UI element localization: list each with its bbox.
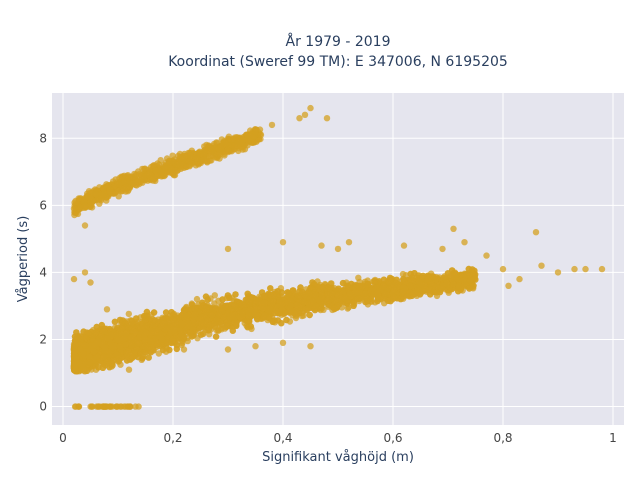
data-point bbox=[224, 146, 232, 154]
data-point bbox=[123, 183, 130, 191]
data-point bbox=[100, 185, 107, 192]
data-point bbox=[84, 193, 91, 200]
chart-title-line1: År 1979 - 2019 bbox=[286, 33, 391, 50]
data-point bbox=[109, 189, 116, 197]
data-point bbox=[204, 158, 211, 165]
data-point bbox=[245, 136, 253, 144]
data-point bbox=[210, 149, 217, 156]
data-point bbox=[235, 138, 243, 145]
data-point bbox=[145, 171, 152, 178]
data-point bbox=[199, 299, 206, 306]
data-point bbox=[199, 330, 207, 338]
data-point bbox=[186, 161, 193, 169]
data-point bbox=[211, 300, 218, 307]
data-point bbox=[81, 202, 89, 210]
data-point bbox=[154, 172, 161, 179]
data-point bbox=[169, 152, 176, 159]
data-point bbox=[168, 309, 175, 316]
data-point bbox=[219, 296, 226, 303]
data-point bbox=[222, 140, 229, 148]
plot-area bbox=[52, 93, 624, 425]
data-points bbox=[70, 104, 606, 410]
data-point bbox=[71, 211, 78, 219]
data-point bbox=[71, 199, 78, 206]
data-point bbox=[344, 305, 351, 312]
data-point bbox=[194, 155, 201, 162]
data-point bbox=[162, 163, 169, 171]
data-point bbox=[168, 166, 175, 173]
data-point bbox=[141, 165, 149, 172]
data-point bbox=[200, 149, 208, 157]
data-point bbox=[99, 192, 106, 199]
data-point bbox=[111, 318, 119, 325]
data-point bbox=[80, 328, 87, 335]
data-point bbox=[105, 182, 112, 189]
data-point bbox=[88, 202, 95, 209]
data-point bbox=[130, 180, 137, 187]
grid-lines bbox=[52, 93, 624, 425]
data-point bbox=[75, 195, 82, 202]
chart-title-line2: Koordinat (Sweref 99 TM): E 347006, N 61… bbox=[168, 54, 508, 70]
data-point bbox=[169, 157, 176, 165]
data-point bbox=[112, 176, 119, 183]
data-point bbox=[150, 162, 158, 169]
data-point bbox=[193, 295, 201, 303]
data-point bbox=[229, 327, 236, 334]
data-point bbox=[252, 128, 259, 136]
data-point bbox=[187, 152, 194, 160]
data-point bbox=[92, 191, 99, 198]
data-point bbox=[125, 310, 132, 318]
data-point bbox=[267, 285, 274, 292]
data-point bbox=[173, 345, 180, 353]
data-point bbox=[133, 315, 140, 322]
data-point bbox=[166, 346, 173, 354]
data-point bbox=[136, 170, 143, 178]
data-point bbox=[116, 181, 123, 188]
data-point bbox=[155, 350, 162, 357]
data-point bbox=[306, 311, 313, 319]
data-point bbox=[162, 309, 170, 316]
data-point bbox=[156, 161, 163, 168]
